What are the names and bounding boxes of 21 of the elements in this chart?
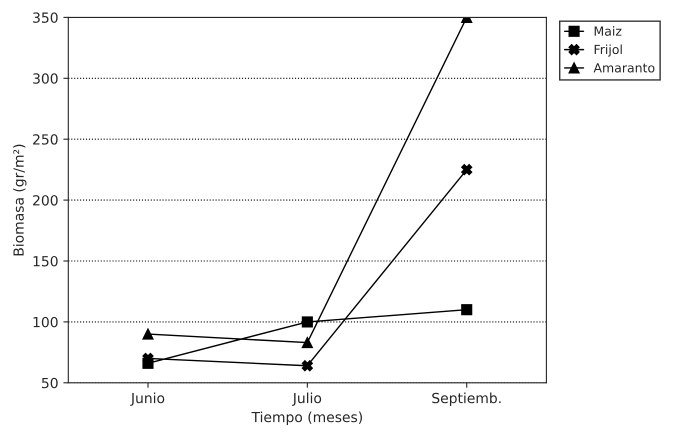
y-tick-label: 250 xyxy=(33,134,58,145)
x-tick-label: Junio xyxy=(130,392,164,406)
y-axis-title: Biomasa (gr/m²) xyxy=(13,144,27,256)
y-tick-label: 350 xyxy=(33,12,58,23)
point xyxy=(461,304,472,316)
legend-label: Frijol xyxy=(594,44,622,57)
point xyxy=(302,316,313,328)
y-tick-label: 300 xyxy=(33,73,58,84)
legend-label: Maiz xyxy=(594,26,622,36)
y-tick-label: 100 xyxy=(34,316,58,328)
point xyxy=(302,337,313,348)
point xyxy=(461,164,472,176)
point xyxy=(142,328,154,340)
legend-label: Amaranto xyxy=(594,63,654,73)
point xyxy=(302,360,313,372)
x-tick-label: Julio xyxy=(292,392,322,406)
y-tick-label: 50 xyxy=(42,378,58,388)
y-tick-label: 200 xyxy=(33,195,58,206)
x-tick-label: Septiemb. xyxy=(432,392,501,406)
x-axis-title: Tiempo (meses) xyxy=(251,412,362,425)
y-tick-label: 150 xyxy=(34,256,58,266)
